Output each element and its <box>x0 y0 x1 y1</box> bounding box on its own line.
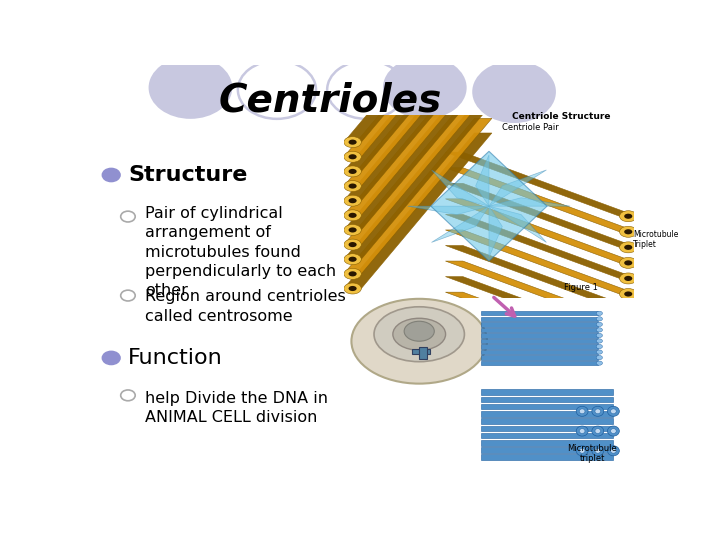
Circle shape <box>121 290 135 301</box>
Text: help Divide the DNA in
ANIMAL CELL division: help Divide the DNA in ANIMAL CELL divis… <box>145 391 328 426</box>
Text: Structure: Structure <box>128 165 247 185</box>
Circle shape <box>383 57 467 119</box>
Circle shape <box>121 211 135 222</box>
Circle shape <box>121 390 135 401</box>
Text: Microtubule
Triplet: Microtubule Triplet <box>633 230 678 249</box>
Text: Microtubule
triplet: Microtubule triplet <box>567 444 617 463</box>
Text: Region around centrioles
called centrosome: Region around centrioles called centroso… <box>145 289 346 323</box>
Text: Centriole Structure: Centriole Structure <box>512 112 611 122</box>
Circle shape <box>102 168 120 181</box>
Text: Figure 1: Figure 1 <box>564 283 598 292</box>
Circle shape <box>148 57 233 119</box>
Text: Function: Function <box>128 348 222 368</box>
FancyArrowPatch shape <box>494 298 515 316</box>
Circle shape <box>102 352 120 365</box>
Text: Centrioles: Centrioles <box>218 81 441 119</box>
Circle shape <box>472 60 556 123</box>
Text: Pair of cylindrical
arrangement of
microtubules found
perpendicularly to each
ot: Pair of cylindrical arrangement of micro… <box>145 206 336 298</box>
Text: Centriole Pair: Centriole Pair <box>503 123 559 132</box>
